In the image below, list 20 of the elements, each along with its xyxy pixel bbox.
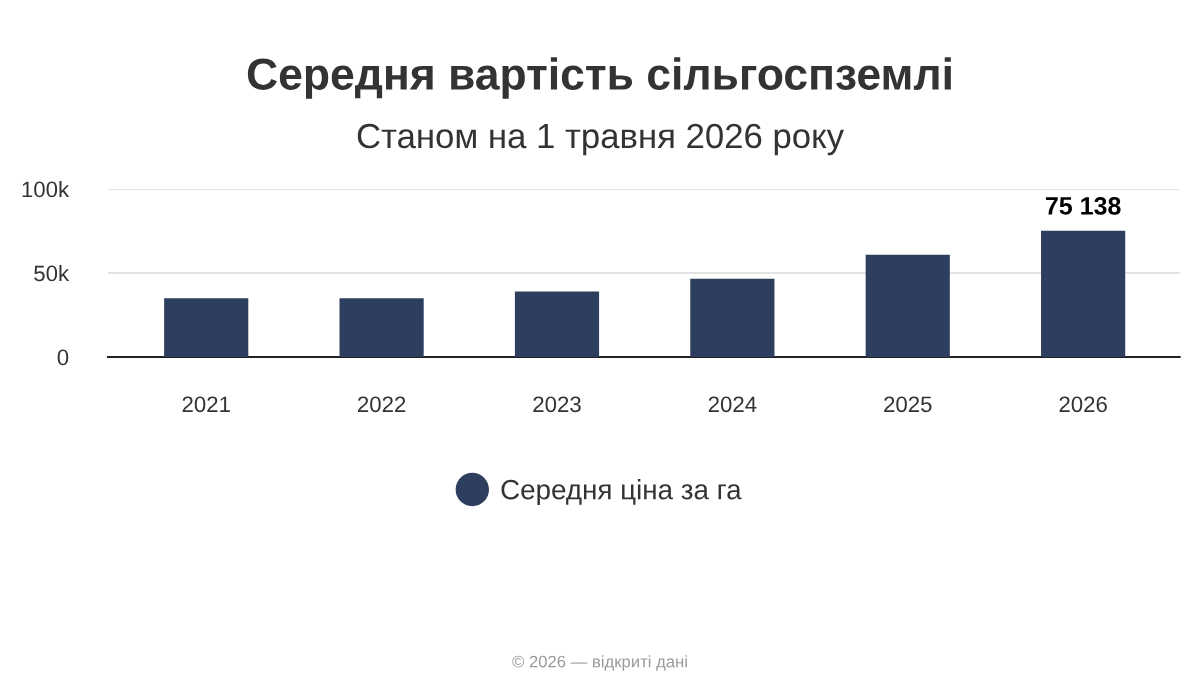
bar bbox=[1041, 230, 1126, 357]
x-tick-label: 2024 bbox=[708, 396, 757, 413]
legend-label: Середня ціна за га bbox=[501, 479, 742, 505]
bar bbox=[514, 291, 600, 357]
bar bbox=[865, 254, 950, 357]
x-tick-label: 2022 bbox=[358, 396, 406, 413]
bar bbox=[690, 278, 775, 357]
y-tick-label: 0 bbox=[57, 349, 69, 366]
x-tick-label: 2026 bbox=[1059, 396, 1107, 413]
y-tick-label: 100k bbox=[22, 180, 70, 198]
x-tick-label: 2023 bbox=[533, 396, 581, 413]
x-tick-label: 2021 bbox=[182, 396, 230, 413]
chart-subtitle: Станом на 1 травня 2026 року bbox=[357, 123, 844, 156]
y-tick-label: 50k bbox=[34, 264, 70, 282]
x-tick-label: 2025 bbox=[884, 396, 932, 413]
text: © 2026 — відкриті дані bbox=[512, 655, 687, 671]
data-label: 75 138 bbox=[1045, 197, 1121, 215]
bar bbox=[164, 298, 249, 357]
chart-title: Середня вартість сільгоспземлі bbox=[247, 57, 951, 99]
bar bbox=[339, 298, 424, 357]
